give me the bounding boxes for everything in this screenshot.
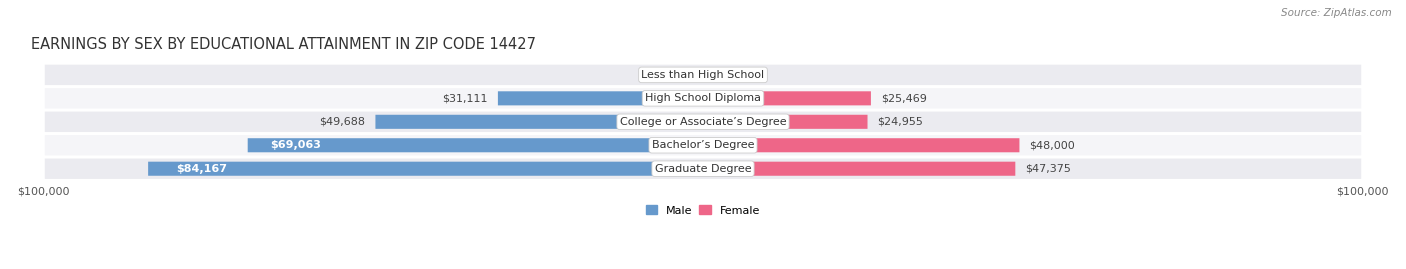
Text: Source: ZipAtlas.com: Source: ZipAtlas.com xyxy=(1281,8,1392,18)
FancyBboxPatch shape xyxy=(375,115,703,129)
Legend: Male, Female: Male, Female xyxy=(647,205,759,216)
Text: High School Diploma: High School Diploma xyxy=(645,93,761,103)
Text: $31,111: $31,111 xyxy=(443,93,488,103)
Text: Graduate Degree: Graduate Degree xyxy=(655,164,751,174)
FancyBboxPatch shape xyxy=(703,91,870,105)
Text: $24,955: $24,955 xyxy=(877,117,924,127)
FancyBboxPatch shape xyxy=(44,157,1362,180)
Text: Less than High School: Less than High School xyxy=(641,70,765,80)
FancyBboxPatch shape xyxy=(703,162,1015,176)
FancyBboxPatch shape xyxy=(44,64,1362,86)
Text: $69,063: $69,063 xyxy=(270,140,322,150)
Text: $0: $0 xyxy=(713,70,727,80)
Text: $25,469: $25,469 xyxy=(880,93,927,103)
FancyBboxPatch shape xyxy=(148,162,703,176)
FancyBboxPatch shape xyxy=(44,87,1362,109)
FancyBboxPatch shape xyxy=(44,111,1362,133)
FancyBboxPatch shape xyxy=(44,134,1362,157)
Text: $48,000: $48,000 xyxy=(1029,140,1076,150)
FancyBboxPatch shape xyxy=(703,115,868,129)
Text: Bachelor’s Degree: Bachelor’s Degree xyxy=(652,140,754,150)
FancyBboxPatch shape xyxy=(703,138,1019,152)
Text: $47,375: $47,375 xyxy=(1025,164,1071,174)
Text: $84,167: $84,167 xyxy=(176,164,226,174)
Text: $49,688: $49,688 xyxy=(319,117,366,127)
Text: EARNINGS BY SEX BY EDUCATIONAL ATTAINMENT IN ZIP CODE 14427: EARNINGS BY SEX BY EDUCATIONAL ATTAINMEN… xyxy=(31,37,536,52)
FancyBboxPatch shape xyxy=(498,91,703,105)
Text: College or Associate’s Degree: College or Associate’s Degree xyxy=(620,117,786,127)
FancyBboxPatch shape xyxy=(247,138,703,152)
Text: $0: $0 xyxy=(679,70,693,80)
